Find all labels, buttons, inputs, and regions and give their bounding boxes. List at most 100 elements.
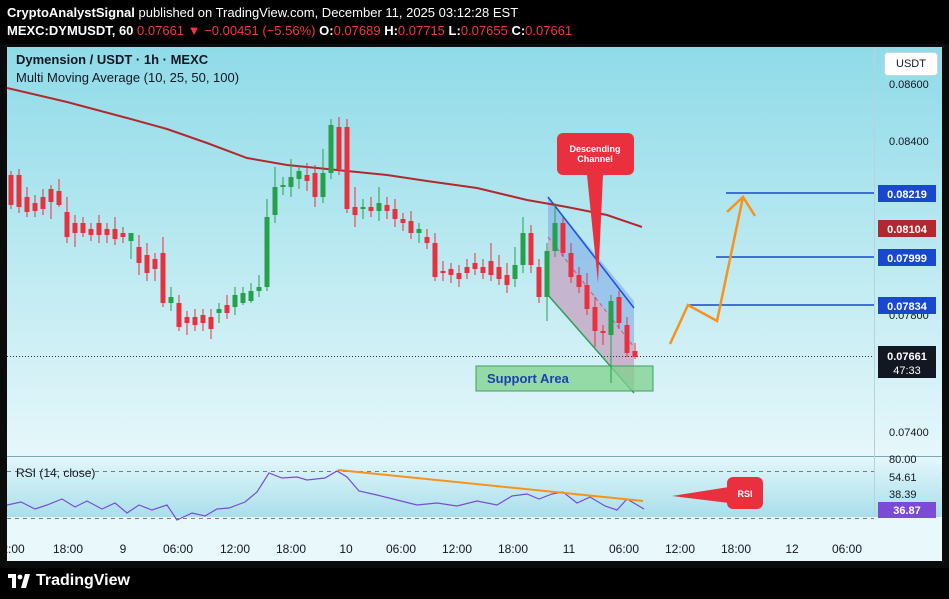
rsi-callout[interactable]	[727, 477, 763, 509]
candle-body[interactable]	[600, 331, 606, 333]
rsi-line[interactable]	[7, 470, 645, 521]
candle-body[interactable]	[416, 229, 422, 233]
candle-body[interactable]	[200, 315, 206, 323]
candle-body[interactable]	[328, 125, 334, 173]
price-badge-07834[interactable]	[878, 297, 936, 314]
candle-body[interactable]	[400, 219, 406, 223]
candle-body[interactable]	[512, 265, 518, 279]
price-badge-ma[interactable]	[878, 220, 936, 237]
candle-body[interactable]	[152, 259, 158, 269]
indicator-label[interactable]: Multi Moving Average (10, 25, 50, 100)	[16, 70, 240, 85]
candle-body[interactable]	[432, 243, 438, 277]
candle-body[interactable]	[528, 233, 534, 265]
candles[interactable]	[8, 117, 638, 383]
candle-body[interactable]	[448, 269, 454, 275]
candle-body[interactable]	[472, 263, 478, 269]
candle-body[interactable]	[560, 223, 566, 253]
candle-body[interactable]	[624, 325, 630, 353]
price-badge-08219[interactable]	[878, 185, 936, 202]
time-axis[interactable]	[7, 517, 942, 561]
candle-body[interactable]	[32, 203, 38, 211]
candle-body[interactable]	[96, 223, 102, 235]
candle-body[interactable]	[176, 303, 182, 327]
candle-body[interactable]	[312, 173, 318, 197]
candle-body[interactable]	[392, 209, 398, 219]
candle-body[interactable]	[464, 267, 470, 273]
candle-body[interactable]	[304, 175, 310, 181]
candle-body[interactable]	[216, 309, 222, 313]
candle-body[interactable]	[632, 351, 638, 357]
candle-body[interactable]	[520, 233, 526, 265]
candle-body[interactable]	[288, 177, 294, 187]
candle-body[interactable]	[256, 287, 262, 291]
candle-body[interactable]	[88, 229, 94, 235]
candle-body[interactable]	[424, 237, 430, 243]
candle-body[interactable]	[552, 223, 558, 251]
channel-callout[interactable]	[557, 133, 634, 175]
candle-body[interactable]	[80, 223, 86, 233]
candle-body[interactable]	[616, 297, 622, 323]
candle-body[interactable]	[336, 127, 342, 169]
candle-body[interactable]	[8, 175, 14, 205]
symbol-title[interactable]: Dymension / USDT · 1h · MEXC	[16, 52, 209, 67]
price-badge-07999[interactable]	[878, 249, 936, 266]
candle-body[interactable]	[160, 253, 166, 303]
current-price-badge[interactable]	[878, 346, 936, 378]
candle-body[interactable]	[584, 285, 590, 309]
candle-body[interactable]	[360, 207, 366, 209]
candle-body[interactable]	[144, 255, 150, 273]
candle-body[interactable]	[296, 171, 302, 179]
candle-body[interactable]	[104, 229, 110, 235]
candle-body[interactable]	[120, 233, 126, 237]
candle-body[interactable]	[272, 187, 278, 215]
candle-body[interactable]	[264, 217, 270, 287]
candle-body[interactable]	[352, 207, 358, 215]
publisher-name[interactable]: CryptoAnalystSignal	[7, 5, 135, 20]
candle-body[interactable]	[136, 247, 142, 263]
candle-body[interactable]	[376, 203, 382, 211]
support-area[interactable]	[475, 365, 654, 392]
candle-body[interactable]	[568, 253, 574, 277]
candle-body[interactable]	[128, 233, 134, 241]
candle-body[interactable]	[208, 317, 214, 329]
candle-body[interactable]	[536, 267, 542, 297]
candle-body[interactable]	[592, 307, 598, 331]
currency-button[interactable]: USDT	[884, 52, 938, 76]
candle-body[interactable]	[488, 261, 494, 275]
candle-body[interactable]	[184, 317, 190, 323]
chart-canvas[interactable]: Support Area Descending Channel RSI 0.08…	[7, 47, 942, 561]
candle-body[interactable]	[544, 251, 550, 297]
candle-body[interactable]	[192, 317, 198, 325]
candle-body[interactable]	[440, 271, 446, 273]
candle-body[interactable]	[72, 223, 78, 233]
candle-body[interactable]	[384, 205, 390, 211]
candle-body[interactable]	[56, 191, 62, 205]
projection-path[interactable]	[668, 196, 745, 345]
candle-body[interactable]	[112, 229, 118, 239]
tradingview-logo[interactable]: TradingView	[8, 572, 130, 590]
rsi-current-badge[interactable]	[878, 502, 936, 518]
candle-body[interactable]	[24, 197, 30, 212]
candle-body[interactable]	[344, 127, 350, 209]
candle-body[interactable]	[456, 273, 462, 279]
rsi-trend-line[interactable]	[337, 469, 644, 502]
candle-body[interactable]	[224, 305, 230, 313]
candle-body[interactable]	[240, 293, 246, 303]
candle-body[interactable]	[280, 185, 286, 187]
candle-body[interactable]	[504, 275, 510, 285]
candle-body[interactable]	[608, 301, 614, 335]
moving-average-line[interactable]	[7, 87, 643, 228]
candle-body[interactable]	[248, 291, 254, 301]
channel-upper-line[interactable]	[547, 196, 635, 309]
candle-body[interactable]	[40, 197, 46, 209]
candle-body[interactable]	[480, 267, 486, 273]
rsi-title[interactable]: RSI (14, close)	[16, 466, 96, 480]
candle-body[interactable]	[168, 297, 174, 303]
candle-body[interactable]	[576, 275, 582, 287]
candle-body[interactable]	[496, 267, 502, 279]
candle-body[interactable]	[64, 212, 70, 237]
candle-body[interactable]	[320, 173, 326, 197]
candle-body[interactable]	[408, 221, 414, 233]
candle-body[interactable]	[48, 189, 54, 202]
candle-body[interactable]	[16, 175, 22, 207]
